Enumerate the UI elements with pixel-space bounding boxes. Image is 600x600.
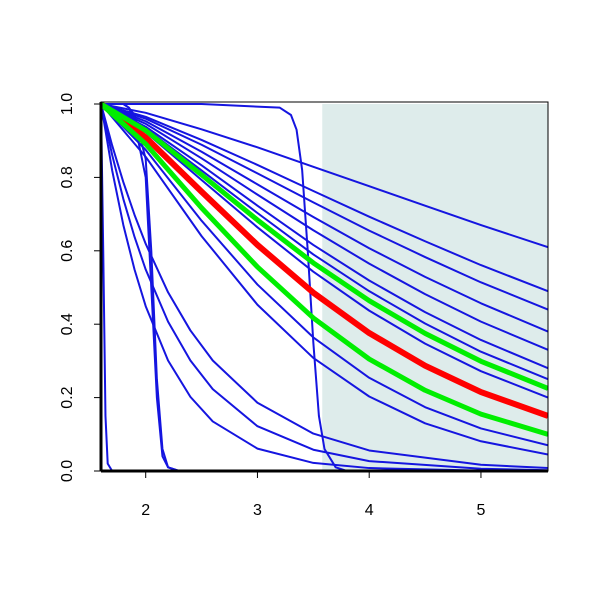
series-line	[101, 103, 548, 249]
series-line	[101, 102, 548, 419]
series-line	[101, 103, 548, 472]
axes-layer: 0.0 0.2 0.4 0.6 0.8 1.0 2 3 4 5	[59, 93, 549, 519]
y-tick-label: 0.6	[59, 240, 76, 262]
series-line	[101, 103, 548, 470]
series-line	[101, 103, 548, 472]
shade-layer	[322, 104, 548, 471]
x-tick-label: 4	[365, 502, 374, 519]
y-tick-label: 1.0	[59, 93, 76, 115]
shaded-region	[322, 104, 548, 471]
y-tick-label: 0.4	[59, 313, 76, 335]
y-tick-label: 0.0	[59, 460, 76, 482]
series-line	[101, 103, 548, 333]
series-line	[101, 102, 548, 391]
x-tick-label: 5	[476, 502, 485, 519]
y-tick-label: 0.2	[59, 386, 76, 408]
series-line	[101, 103, 548, 311]
series-line	[101, 103, 548, 456]
series-line	[101, 102, 548, 437]
series-line	[101, 103, 548, 472]
series-line	[101, 103, 548, 472]
x-tick-label: 3	[253, 502, 262, 519]
series-line	[101, 103, 548, 370]
series-line	[101, 103, 548, 293]
series-line	[101, 103, 548, 351]
x-tick-label: 2	[141, 502, 150, 519]
y-tick-label: 0.8	[59, 166, 76, 188]
